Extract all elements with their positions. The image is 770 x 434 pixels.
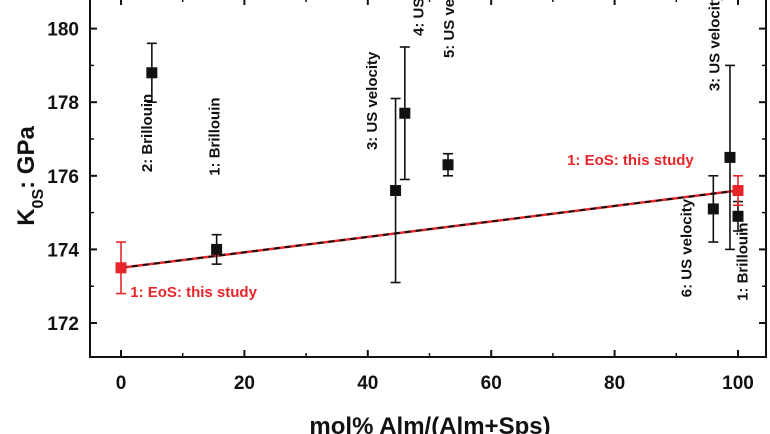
- y-tick-label-174: 174: [47, 240, 79, 261]
- data-point: [211, 243, 223, 255]
- y-tick-label-178: 178: [47, 93, 79, 114]
- x-tick-label-60: 60: [481, 373, 502, 394]
- x-tick-label-20: 20: [234, 373, 255, 394]
- annotation-label: 1: EoS: this study: [130, 284, 257, 301]
- annotation-label: 6: US velocity: [679, 198, 696, 297]
- y-axis-title-main: K: [13, 208, 40, 226]
- x-tick-label-0: 0: [116, 373, 127, 394]
- y-tick-label-172: 172: [47, 314, 79, 335]
- x-tick-label-40: 40: [357, 373, 378, 394]
- data-point: [732, 210, 744, 222]
- data-point: [399, 107, 411, 119]
- y-tick-label-180: 180: [47, 20, 79, 41]
- plot-marks: 2: Brillouin 1: Brillouin 3: US velocity 4:…: [115, 0, 751, 301]
- data-point: [724, 151, 736, 163]
- data-point: [732, 185, 744, 197]
- data-point: [146, 67, 158, 79]
- annotation-label: 5: US velocity: [441, 0, 458, 58]
- plot-frame: [89, 0, 767, 358]
- data-point: [442, 159, 454, 171]
- annotation-label: 2: Brillouin: [139, 94, 156, 172]
- annotation-label: 1: Brillouin: [734, 223, 751, 301]
- annotation-label: 1: EoS: this study: [567, 152, 694, 169]
- fit-line-dashed: [120, 189, 739, 269]
- data-point: [707, 203, 719, 215]
- y-tick-label-176: 176: [47, 167, 79, 188]
- x-tick-label-80: 80: [604, 373, 625, 394]
- annotation-label: 4: US velocity: [410, 0, 427, 36]
- y-axis-title-rest: : GPa: [13, 126, 40, 189]
- y-axis-title: K0S: GPa: [13, 126, 47, 226]
- annotation-label: 3: US velocity: [706, 0, 723, 91]
- x-axis-title: mol% Alm/(Alm+Sps): [309, 413, 550, 434]
- annotation-label: 1: Brillouin: [207, 97, 224, 175]
- annotation-label: 3: US velocity: [364, 51, 381, 150]
- data-point: [390, 185, 402, 197]
- axes: 0 20 40 60 80 100 172 174 176 178 180: [47, 0, 766, 394]
- data-point: [115, 262, 127, 274]
- x-tick-label-100: 100: [722, 373, 754, 394]
- y-axis-title-sub: 0S: [30, 189, 47, 209]
